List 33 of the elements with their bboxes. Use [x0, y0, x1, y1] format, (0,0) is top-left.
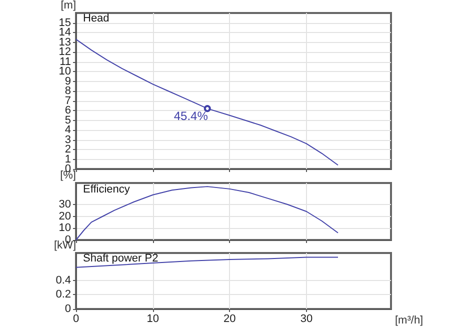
- y-tick-label: 10: [58, 222, 71, 234]
- y-tick-label: 2: [64, 144, 71, 156]
- y-axis-title: [m]: [60, 0, 76, 12]
- y-tick-label: 3: [64, 134, 71, 146]
- y-tick-label: 30: [58, 198, 71, 210]
- y-tick-label: 1: [64, 153, 71, 166]
- chart-title: Efficiency: [83, 184, 130, 196]
- y-tick-label: 0: [64, 303, 71, 315]
- chart-title: Shaft power P2: [83, 252, 158, 264]
- y-tick-label: 6: [64, 104, 71, 116]
- x-tick-label: 10: [146, 313, 159, 325]
- y-tick-label: 12: [58, 46, 71, 58]
- y-tick-label: 11: [60, 56, 71, 68]
- x-tick-label: 20: [224, 313, 236, 325]
- y-tick-label: 0.4: [56, 274, 71, 286]
- y-tick-label: 0.2: [56, 288, 71, 301]
- y-tick-label: 4: [64, 124, 71, 136]
- y-tick-label: 5: [64, 114, 71, 126]
- y-tick-label: 14: [58, 26, 71, 38]
- annotation: 45.4%: [174, 109, 208, 124]
- y-tick-label: 9: [64, 75, 71, 88]
- y-tick-label: 13: [58, 36, 71, 48]
- y-tick-label: 15: [58, 16, 71, 29]
- y-tick-label: 20: [58, 210, 71, 222]
- y-tick-label: 10: [58, 66, 71, 78]
- x-tick-label: 30: [300, 313, 313, 325]
- y-tick-label: 7: [64, 94, 71, 107]
- y-tick-label: 8: [64, 85, 71, 97]
- line-series: [76, 38, 338, 166]
- x-axis-title: [m³/h]: [395, 314, 424, 326]
- chart-title: Head: [83, 12, 110, 24]
- x-tick-label: 0: [72, 313, 80, 325]
- line-series: [76, 186, 338, 240]
